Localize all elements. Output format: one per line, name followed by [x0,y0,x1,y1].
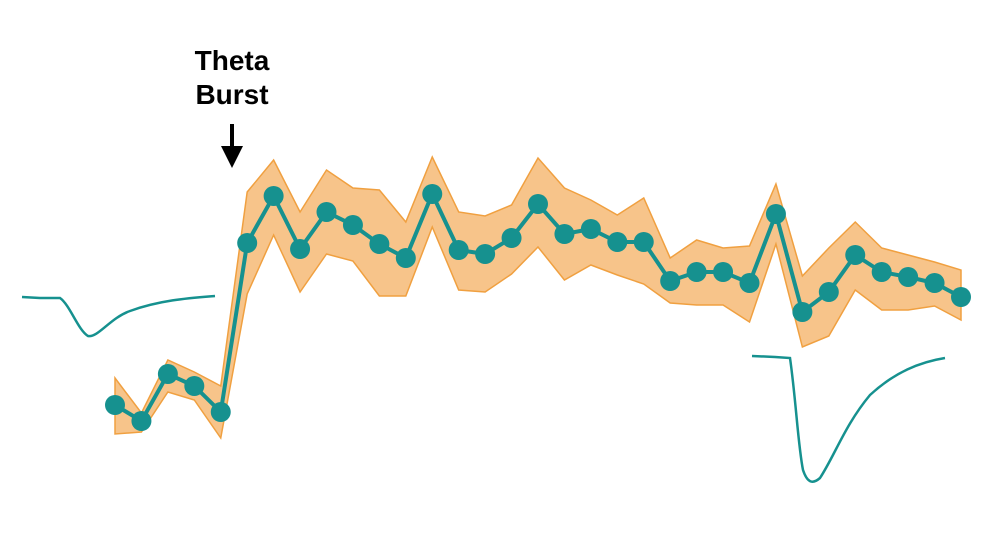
data-point [660,271,681,291]
data-point [501,228,522,248]
data-point [924,273,945,293]
data-point [448,240,469,260]
data-point [422,184,443,204]
data-point [792,302,813,322]
annotation-line: Theta [195,45,270,76]
data-point [898,267,919,287]
data-point [818,282,839,302]
data-point [369,234,390,254]
data-point [157,364,178,384]
data-point [713,262,734,282]
data-point [131,411,152,431]
data-point [475,244,496,264]
data-point [316,202,337,222]
annotation-line: Burst [195,79,268,110]
data-point [263,186,284,206]
data-point [184,376,205,396]
data-point [845,245,866,265]
arrow-head [221,146,243,168]
data-point [237,233,258,253]
trace-inset [751,354,946,483]
data-point [951,287,971,307]
data-point [528,194,548,214]
data-point [554,224,575,244]
trace-inset [21,294,216,338]
data-point [210,402,231,422]
data-point [765,204,786,224]
data-point [686,262,707,282]
error-band [114,155,962,440]
data-point [739,273,760,293]
data-point [105,395,125,415]
data-point [342,215,363,235]
data-point [395,248,416,268]
data-point [871,262,892,282]
annotation: Theta Burst [195,45,270,110]
data-point [580,219,601,239]
data-point [633,232,654,252]
data-point [607,232,628,252]
data-point [290,239,311,259]
